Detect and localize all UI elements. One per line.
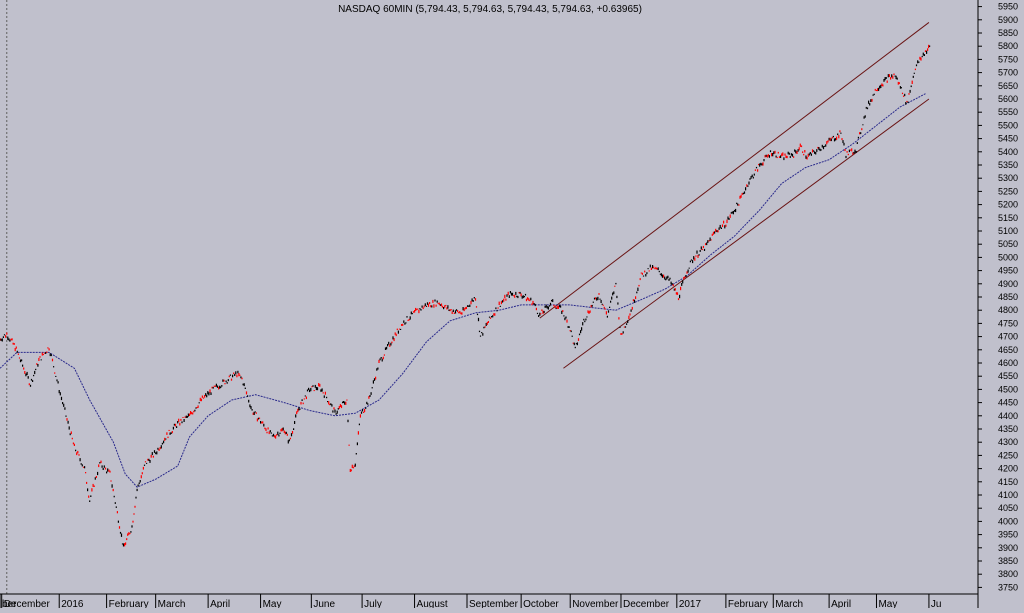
y-axis: 3750 3800 3850 3900 3950 4000 4050 4100 4150 4200… (977, 0, 1018, 608)
x-tick-label: August (417, 599, 448, 608)
y-tick-label: 5950 (998, 2, 1018, 12)
y-tick-label: 4600 (998, 358, 1018, 368)
x-tick-label: November (572, 599, 619, 608)
chart-title: NASDAQ 60MIN (5,794.43, 5,794.63, 5,794.… (338, 4, 642, 15)
y-tick-label: 4500 (998, 384, 1018, 394)
y-tick-label: 4450 (998, 398, 1018, 408)
y-tick-label: 4300 (998, 437, 1018, 447)
y-tick-label: 5100 (998, 226, 1018, 236)
x-tick-label: ber (2, 599, 17, 608)
x-tick-label: May (878, 599, 897, 608)
y-tick-label: 4350 (998, 424, 1018, 434)
y-tick-label: 4000 (998, 516, 1018, 526)
y-tick-label: 5800 (998, 41, 1018, 51)
y-tick-label: 5400 (998, 147, 1018, 157)
y-tick-label: 4150 (998, 477, 1018, 487)
y-tick-label: 5350 (998, 160, 1018, 170)
y-tick-label: 4900 (998, 279, 1018, 289)
y-tick-label: 5850 (998, 28, 1018, 38)
y-tick-label: 5300 (998, 173, 1018, 183)
x-tick-label: July (364, 599, 382, 608)
y-tick-label: 5500 (998, 120, 1018, 130)
y-tick-label: 5650 (998, 81, 1018, 91)
channel-lower-line (563, 98, 930, 369)
x-tick-label: April (210, 599, 230, 608)
moving-average-line (0, 93, 926, 488)
x-tick-label: April (831, 599, 851, 608)
y-tick-label: 5150 (998, 213, 1018, 223)
y-tick-label: 5700 (998, 68, 1018, 78)
y-tick-label: 4650 (998, 345, 1018, 355)
y-tick-label: 5450 (998, 134, 1018, 144)
channel-upper-line (539, 22, 930, 319)
y-tick-label: 5900 (998, 15, 1018, 25)
price-series (0, 44, 931, 547)
y-tick-label: 5000 (998, 252, 1018, 262)
y-tick-label: 4850 (998, 292, 1018, 302)
y-tick-label: 5600 (998, 94, 1018, 104)
y-tick-label: 5050 (998, 239, 1018, 249)
x-tick-label: October (523, 599, 559, 608)
y-tick-label: 5250 (998, 186, 1018, 196)
y-tick-label: 4950 (998, 266, 1018, 276)
y-tick-label: 4700 (998, 332, 1018, 342)
x-tick-label: September (469, 599, 519, 608)
y-tick-label: 5200 (998, 200, 1018, 210)
y-tick-label: 3900 (998, 543, 1018, 553)
y-tick-label: 3950 (998, 530, 1018, 540)
x-tick-label: March (158, 599, 186, 608)
x-tick-label: 2017 (679, 599, 702, 608)
x-tick-label: Ju (931, 599, 942, 608)
y-tick-label: 3750 (998, 582, 1018, 592)
y-tick-label: 4550 (998, 371, 1018, 381)
y-tick-label: 5550 (998, 107, 1018, 117)
y-tick-label: 3800 (998, 569, 1018, 579)
x-tick-label: February (728, 599, 768, 608)
y-tick-label: 4200 (998, 464, 1018, 474)
x-tick-label: December (623, 599, 670, 608)
y-tick-label: 4400 (998, 411, 1018, 421)
x-tick-label: March (775, 599, 803, 608)
moving-average (0, 93, 926, 488)
y-tick-label: 4100 (998, 490, 1018, 500)
y-tick-label: 4050 (998, 503, 1018, 513)
y-tick-label: 5750 (998, 54, 1018, 64)
y-tick-label: 4750 (998, 318, 1018, 328)
y-tick-label: 3850 (998, 556, 1018, 566)
x-tick-label: 2016 (61, 599, 84, 608)
y-tick-label: 4250 (998, 450, 1018, 460)
y-tick-label: 4800 (998, 305, 1018, 315)
trend-channel (539, 22, 930, 369)
x-tick-label: December (4, 599, 51, 608)
x-tick-label: May (263, 599, 282, 608)
x-tick-label: June (313, 599, 335, 608)
x-tick-label: February (109, 599, 149, 608)
